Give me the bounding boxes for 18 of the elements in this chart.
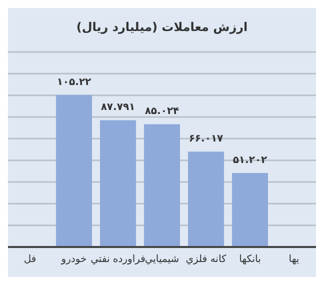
data-label: ۸۵.۰۲۴ (144, 106, 180, 118)
bar (188, 152, 224, 247)
chart-title: ارزش معاملات (میلیارد ریال) (75, 19, 249, 36)
x-tick-label: كانه فلزي (186, 254, 227, 266)
bar (56, 95, 92, 247)
data-label: ۶۶.۰۱۷ (188, 134, 224, 145)
x-tick-label: شيميايي (144, 254, 180, 266)
bar (100, 120, 136, 247)
data-label: ۱۰۵.۲۲ (56, 77, 92, 88)
x-tick-label: فراورده نفتي (90, 254, 146, 266)
x-tick-label: یها (288, 254, 300, 266)
data-label: ۵۱.۲۰۲ (232, 155, 268, 166)
x-tick-label: فل (24, 254, 36, 266)
x-tick-label: بانكها (239, 254, 261, 266)
x-tick-label: خودرو (60, 254, 87, 266)
data-label: ۸۷.۷۹۱ (100, 102, 136, 114)
bar (144, 124, 180, 247)
bar (232, 173, 268, 247)
